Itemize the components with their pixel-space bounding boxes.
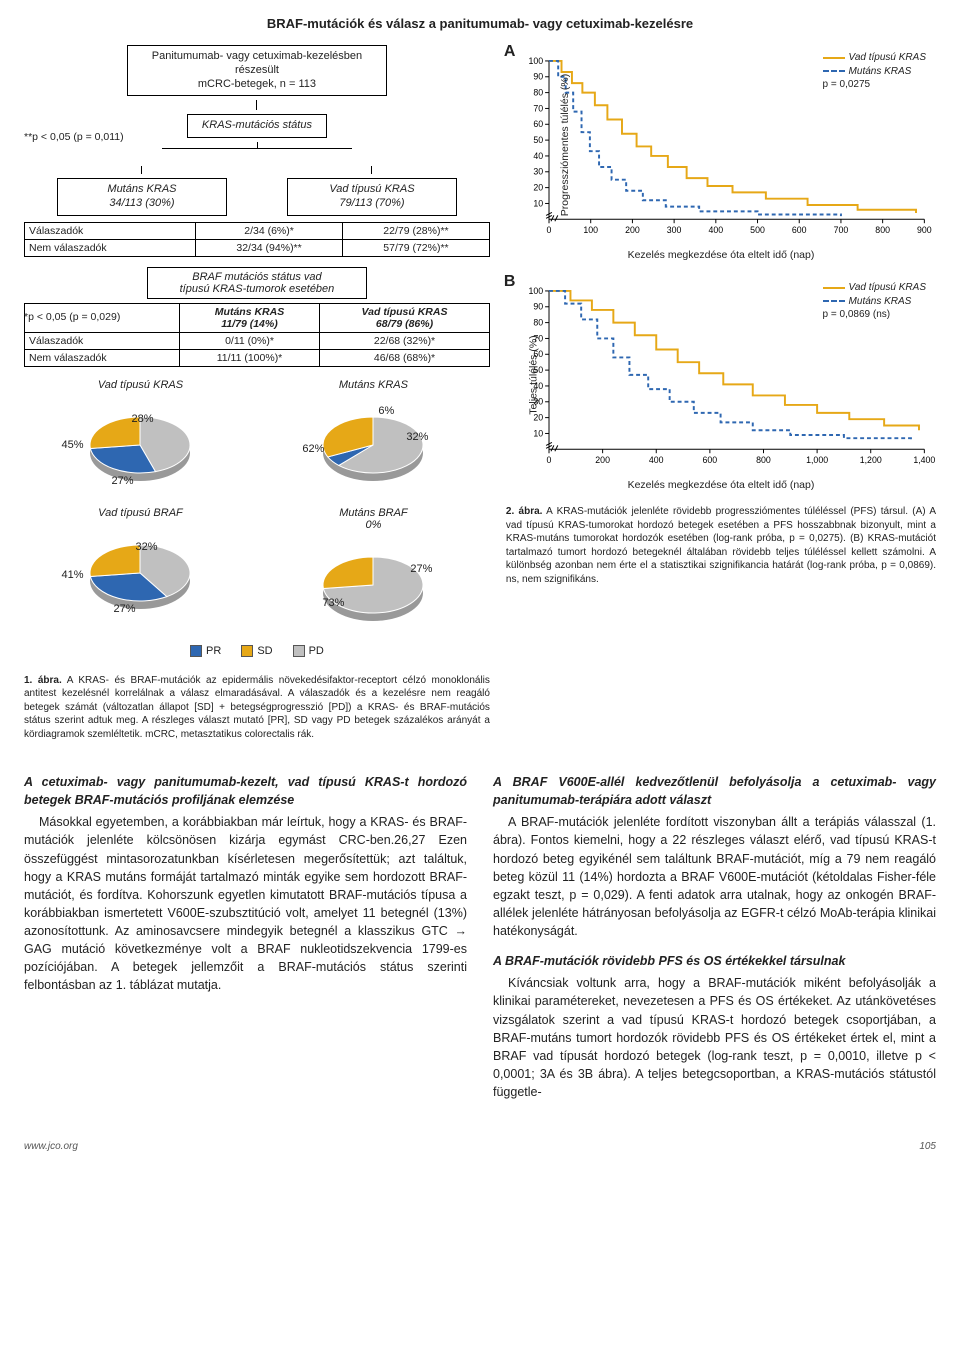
svg-text:90: 90 [533, 72, 543, 82]
svg-text:0: 0 [546, 455, 551, 465]
svg-text:50: 50 [533, 135, 543, 145]
figure-left: Panitumumab- vagy cetuximab-kezelésben r… [24, 45, 490, 741]
svg-text:100: 100 [583, 225, 598, 235]
flow-left-box: Mutáns KRAS34/113 (30%) [57, 178, 227, 216]
svg-text:200: 200 [625, 225, 640, 235]
braf-block-title: BRAF mutációs státus vadtípusú KRAS-tumo… [147, 267, 367, 299]
svg-text:70: 70 [533, 103, 543, 113]
chart-b-legend: Vad típusú KRASMutáns KRASp = 0,0869 (ns… [823, 281, 926, 322]
caption2-text: A KRAS-mutációk jelenléte rövidebb progr… [506, 506, 936, 585]
svg-text:60: 60 [533, 119, 543, 129]
chart-a-label: A [504, 43, 516, 61]
svg-text:500: 500 [750, 225, 765, 235]
svg-text:300: 300 [667, 225, 682, 235]
figure-right: A Progressziómentes túlélés (%) 10 20 30 40… [506, 45, 936, 741]
chart-a-ylabel: Progressziómentes túlélés (%) [559, 74, 571, 216]
caption2-lead: 2. ábra. [506, 506, 543, 517]
caption-fig2: 2. ábra. A KRAS-mutációk jelenléte rövid… [506, 505, 936, 586]
footer-right: 105 [919, 1141, 936, 1152]
right-heading-1: A BRAF V600E-allél kedvezőtlenül befolyá… [493, 773, 936, 809]
svg-text:30: 30 [533, 167, 543, 177]
flow-mid-box: KRAS-mutációs státus [187, 114, 327, 138]
svg-text:100: 100 [528, 56, 543, 66]
left-para-1: Másokkal egyetemben, a korábbiakban már … [24, 813, 467, 994]
flow-right-box: Vad típusú KRAS79/113 (70%) [287, 178, 457, 216]
svg-text:600: 600 [792, 225, 807, 235]
svg-text:400: 400 [708, 225, 723, 235]
chart-b-ylabel: Teljes túlélés (%) [528, 335, 540, 414]
pie-row-braf: Vad típusú BRAF41%32%27%Mutáns BRAF0%73%… [24, 507, 490, 635]
caption1-text: A KRAS- és BRAF-mutációk az epidermális … [24, 675, 490, 740]
right-heading-2: A BRAF-mutációk rövidebb PFS és OS érték… [493, 952, 936, 970]
svg-text:10: 10 [533, 198, 543, 208]
caption1-lead: 1. ábra. [24, 675, 62, 686]
svg-text:1,200: 1,200 [860, 455, 882, 465]
svg-text:1,000: 1,000 [806, 455, 828, 465]
svg-text:40: 40 [533, 151, 543, 161]
flow-top-box: Panitumumab- vagy cetuximab-kezelésben r… [127, 45, 387, 96]
chart-a: A Progressziómentes túlélés (%) 10 20 30 40… [506, 45, 936, 245]
svg-text:800: 800 [875, 225, 890, 235]
figure-row: Panitumumab- vagy cetuximab-kezelésben r… [24, 45, 936, 741]
chart-a-xlabel: Kezelés megkezdése óta eltelt idő (nap) [506, 249, 936, 261]
svg-text:80: 80 [533, 88, 543, 98]
svg-text:0: 0 [546, 225, 551, 235]
chart-b-xlabel: Kezelés megkezdése óta eltelt idő (nap) [506, 479, 936, 491]
svg-text:20: 20 [533, 183, 543, 193]
svg-text:100: 100 [528, 286, 543, 296]
flow-side-note: **p < 0,05 (p = 0,011) [24, 131, 124, 143]
body-columns: A cetuximab- vagy panitumumab-kezelt, va… [24, 761, 936, 1107]
pie-row-kras: Vad típusú KRAS45%28%27%Mutáns KRAS62%6%… [24, 379, 490, 495]
table2-side-note: *p < 0,05 (p = 0,029) [24, 311, 120, 323]
svg-text:700: 700 [834, 225, 849, 235]
page-footer: www.jco.org 105 [24, 1137, 936, 1152]
chart-b: B Teljes túlélés (%) 1020304050607080901… [506, 275, 936, 475]
chart-a-legend: Vad típusú KRASMutáns KRASp = 0,0275 [823, 51, 926, 92]
svg-text:10: 10 [533, 428, 543, 438]
page-header: BRAF-mutációk és válasz a panitumumab- v… [24, 16, 936, 31]
svg-text:200: 200 [595, 455, 610, 465]
body-col-right: A BRAF V600E-allél kedvezőtlenül befolyá… [493, 761, 936, 1107]
svg-text:600: 600 [702, 455, 717, 465]
table-kras: Válaszadók2/34 (6%)*22/79 (28%)**Nem vál… [24, 222, 490, 257]
flow-connector [256, 100, 257, 110]
pie-legend: PRSDPD [24, 645, 490, 660]
svg-text:90: 90 [533, 302, 543, 312]
left-heading: A cetuximab- vagy panitumumab-kezelt, va… [24, 773, 467, 809]
body-col-left: A cetuximab- vagy panitumumab-kezelt, va… [24, 761, 467, 1107]
flow-split-connector [24, 142, 490, 156]
caption-fig1: 1. ábra. A KRAS- és BRAF-mutációk az epi… [24, 674, 490, 742]
svg-text:400: 400 [649, 455, 664, 465]
chart-b-label: B [504, 273, 516, 291]
flowchart: Panitumumab- vagy cetuximab-kezelésben r… [24, 45, 490, 216]
svg-text:800: 800 [756, 455, 771, 465]
footer-left: www.jco.org [24, 1141, 78, 1152]
svg-text:1,400: 1,400 [913, 455, 935, 465]
right-para-1: A BRAF-mutációk jelenléte fordított visz… [493, 813, 936, 940]
svg-text:900: 900 [917, 225, 932, 235]
svg-text:80: 80 [533, 318, 543, 328]
right-para-2: Kíváncsiak voltunk arra, hogy a BRAF-mut… [493, 974, 936, 1101]
